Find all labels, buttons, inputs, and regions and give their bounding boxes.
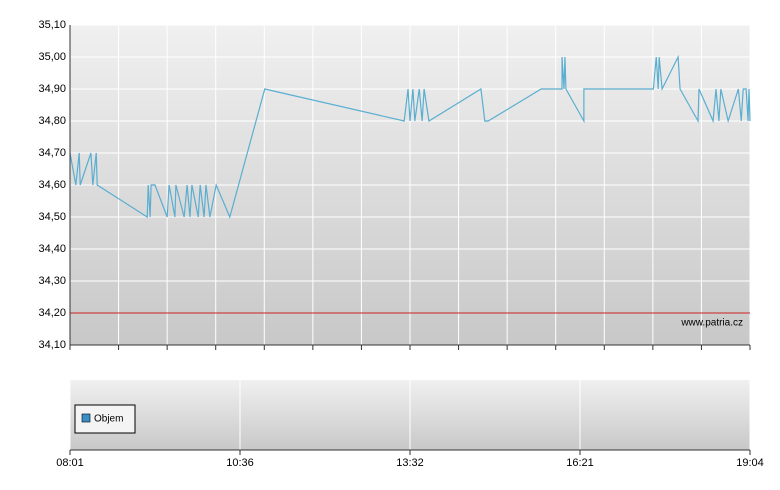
y-tick-label: 34,60 [38,179,66,191]
y-tick-label: 34,80 [38,115,66,127]
y-tick-label: 34,40 [38,243,66,255]
x-tick-label: 13:32 [396,457,424,469]
y-tick-label: 34,70 [38,147,66,159]
watermark: www.patria.cz [680,318,743,329]
y-tick-label: 34,10 [38,339,66,351]
x-tick-label: 16:21 [566,457,594,469]
legend-swatch [81,413,91,423]
y-tick-label: 35,00 [38,51,66,63]
y-tick-label: 34,90 [38,83,66,95]
x-tick-label: 08:01 [56,457,84,469]
x-tick-label: 10:36 [226,457,254,469]
y-tick-label: 34,20 [38,307,66,319]
legend-label: Objem [94,414,123,425]
y-tick-label: 35,10 [38,19,66,31]
y-tick-label: 34,50 [38,211,66,223]
y-tick-label: 34,30 [38,275,66,287]
price-line [69,54,751,219]
x-tick-label: 19:04 [736,457,764,469]
